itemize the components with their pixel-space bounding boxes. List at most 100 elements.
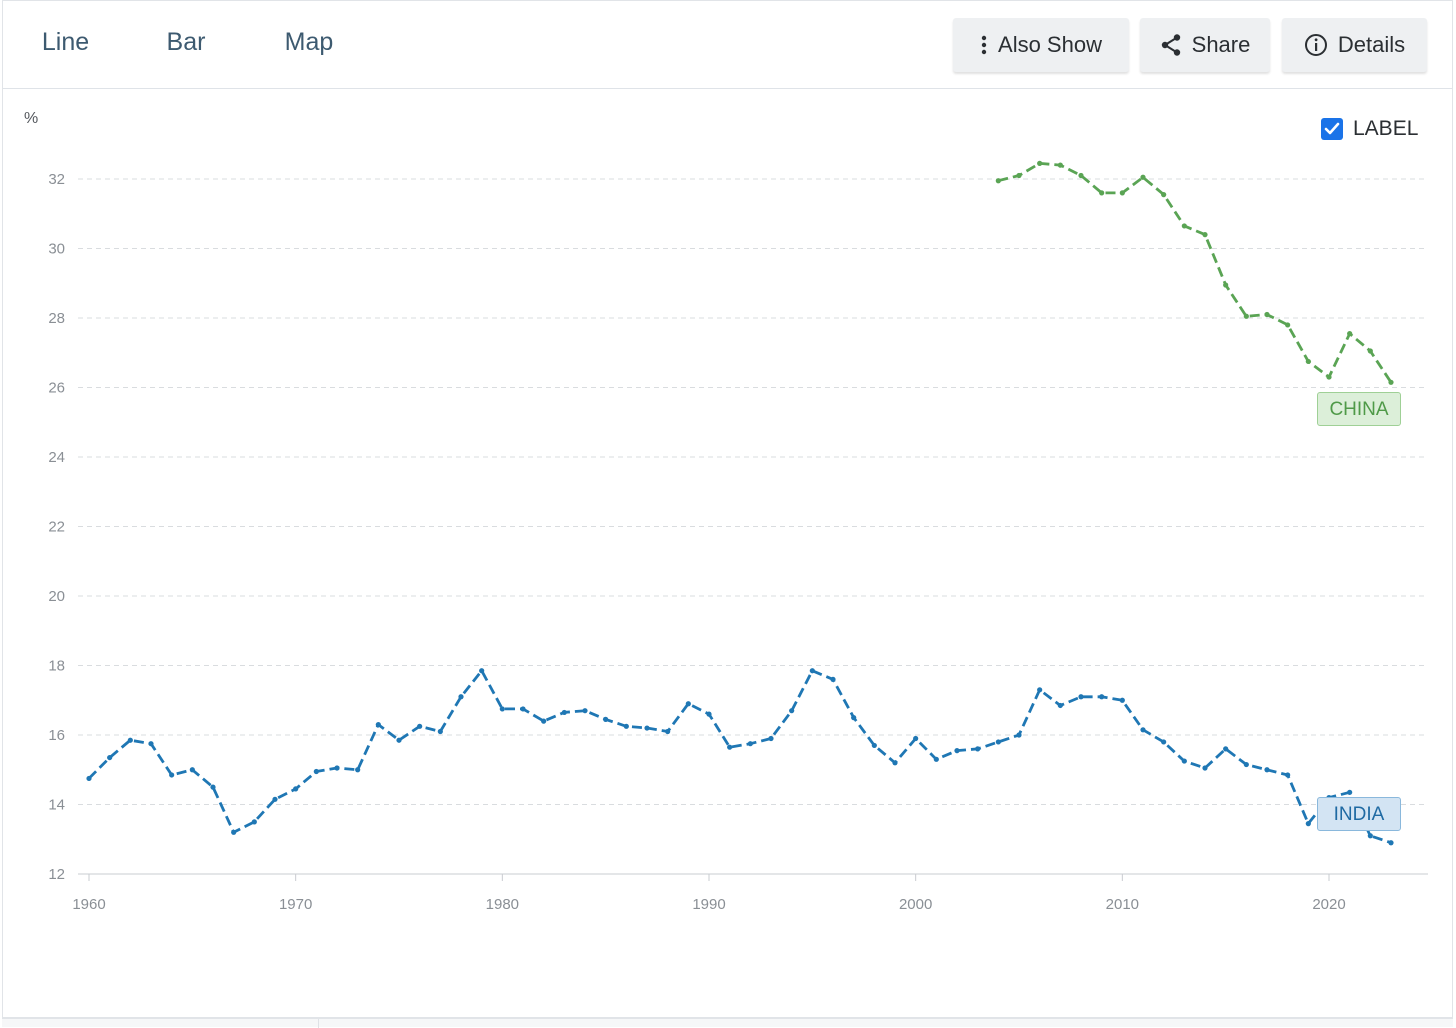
data-point-china[interactable] <box>1202 232 1208 238</box>
data-point-india[interactable] <box>375 721 381 728</box>
data-point-india[interactable] <box>871 742 877 749</box>
data-point-india[interactable] <box>251 819 257 825</box>
data-point-india[interactable] <box>355 767 361 773</box>
data-point-india[interactable] <box>706 711 712 717</box>
data-point-india[interactable] <box>127 737 133 743</box>
data-point-china[interactable] <box>1057 162 1063 168</box>
data-point-india[interactable] <box>231 829 237 835</box>
data-point-china[interactable] <box>1037 160 1043 166</box>
data-point-china[interactable] <box>1305 358 1311 365</box>
data-point-india[interactable] <box>933 756 939 762</box>
data-point-india[interactable] <box>334 765 340 771</box>
data-point-india[interactable] <box>727 744 733 750</box>
data-point-india[interactable] <box>913 735 919 742</box>
share-icon <box>1160 33 1182 57</box>
data-point-india[interactable] <box>768 735 774 742</box>
data-point-india[interactable] <box>499 706 505 712</box>
y-tick-label: 16 <box>48 727 65 744</box>
data-point-india[interactable] <box>851 715 857 721</box>
data-point-india[interactable] <box>809 668 815 674</box>
data-point-india[interactable] <box>1285 772 1291 778</box>
x-tick-label: 1990 <box>692 896 725 913</box>
data-point-india[interactable] <box>1223 746 1229 752</box>
share-button[interactable]: Share <box>1140 18 1270 72</box>
data-point-india[interactable] <box>644 725 650 731</box>
also-show-button[interactable]: Also Show <box>953 18 1129 72</box>
data-point-india[interactable] <box>892 760 898 766</box>
data-point-china[interactable] <box>1285 322 1291 328</box>
data-point-india[interactable] <box>1388 840 1394 846</box>
tab-line[interactable]: Line <box>41 28 90 56</box>
x-tick-label: 1970 <box>279 896 312 913</box>
data-point-china[interactable] <box>1140 174 1146 180</box>
data-point-india[interactable] <box>1305 821 1311 827</box>
data-point-india[interactable] <box>479 668 485 674</box>
data-point-india[interactable] <box>169 772 175 778</box>
data-point-india[interactable] <box>954 748 960 754</box>
data-point-china[interactable] <box>1347 331 1353 337</box>
data-point-india[interactable] <box>1037 687 1043 693</box>
data-point-india[interactable] <box>665 728 671 735</box>
data-point-china[interactable] <box>995 178 1001 184</box>
data-point-india[interactable] <box>458 694 464 700</box>
data-point-india[interactable] <box>1140 727 1146 733</box>
data-point-india[interactable] <box>995 739 1001 745</box>
data-point-india[interactable] <box>561 709 567 716</box>
data-point-india[interactable] <box>1016 732 1022 738</box>
data-point-india[interactable] <box>293 786 299 792</box>
tab-map[interactable]: Map <box>284 28 334 56</box>
data-point-india[interactable] <box>582 708 588 714</box>
data-point-india[interactable] <box>623 723 629 729</box>
line-chart: % 1960 1970 1980 1990 2000 2010 2020 12 14 16 18 2… <box>24 110 1428 913</box>
data-point-china[interactable] <box>1223 282 1229 288</box>
label-toggle[interactable]: LABEL <box>1321 115 1418 143</box>
data-point-india[interactable] <box>1078 694 1084 700</box>
data-point-india[interactable] <box>1264 767 1270 773</box>
data-point-india[interactable] <box>747 741 753 747</box>
data-point-india[interactable] <box>396 737 402 743</box>
data-point-india[interactable] <box>272 796 278 802</box>
data-point-india[interactable] <box>520 706 526 712</box>
data-point-china[interactable] <box>1388 379 1394 385</box>
data-point-india[interactable] <box>313 768 319 775</box>
data-point-india[interactable] <box>107 754 113 761</box>
details-button[interactable]: Details <box>1282 18 1427 72</box>
data-point-india[interactable] <box>1057 702 1063 709</box>
data-point-india[interactable] <box>541 718 547 724</box>
data-point-india[interactable] <box>1243 761 1249 768</box>
data-point-india[interactable] <box>1347 789 1353 795</box>
data-point-china[interactable] <box>1161 192 1167 198</box>
data-point-india[interactable] <box>417 723 423 729</box>
data-point-india[interactable] <box>189 767 195 773</box>
data-point-china[interactable] <box>1099 190 1105 196</box>
data-point-china[interactable] <box>1326 374 1332 380</box>
data-point-india[interactable] <box>148 741 154 747</box>
label-checkbox[interactable] <box>1321 118 1343 140</box>
data-point-china[interactable] <box>1078 172 1084 179</box>
tab-bar[interactable]: Bar <box>166 28 206 56</box>
data-point-china[interactable] <box>1367 348 1373 354</box>
data-point-india[interactable] <box>685 701 691 707</box>
data-point-china[interactable] <box>1243 313 1249 319</box>
data-point-india[interactable] <box>975 746 981 752</box>
data-point-india[interactable] <box>1367 833 1373 839</box>
x-tick-label: 2010 <box>1106 896 1139 913</box>
data-point-india[interactable] <box>210 784 216 790</box>
data-point-india[interactable] <box>1202 765 1208 771</box>
data-point-china[interactable] <box>1016 172 1022 179</box>
series-line-india <box>88 669 1392 845</box>
data-point-india[interactable] <box>789 708 795 714</box>
data-point-india[interactable] <box>1181 758 1187 764</box>
y-tick-label: 32 <box>48 171 65 188</box>
data-point-india[interactable] <box>1161 739 1167 745</box>
data-point-india[interactable] <box>1099 694 1105 700</box>
data-point-india[interactable] <box>830 676 836 683</box>
data-point-china[interactable] <box>1264 311 1270 318</box>
data-point-india[interactable] <box>86 775 92 782</box>
data-point-india[interactable] <box>437 728 443 735</box>
also-show-label: Also Show <box>998 32 1102 57</box>
data-point-china[interactable] <box>1119 190 1125 196</box>
data-point-india[interactable] <box>603 716 609 722</box>
data-point-india[interactable] <box>1119 697 1125 703</box>
data-point-china[interactable] <box>1181 223 1187 229</box>
